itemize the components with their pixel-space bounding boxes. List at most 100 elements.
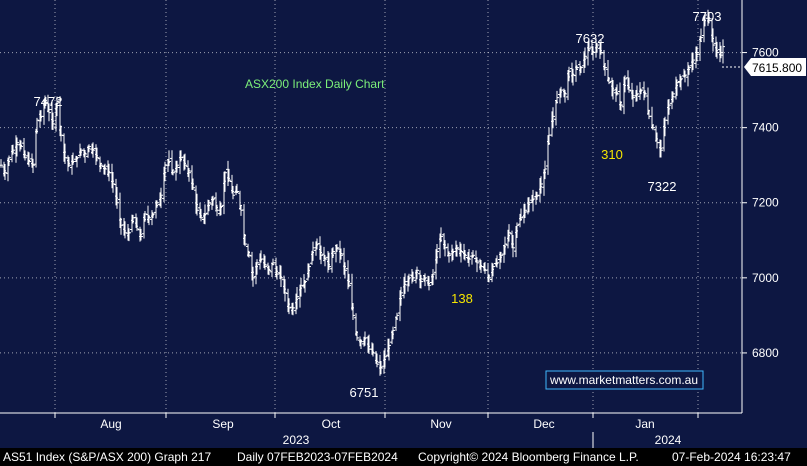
ohlc-bar: [307, 263, 311, 278]
ohlc-bar: [595, 42, 599, 53]
ohlc-bar: [31, 158, 35, 173]
ohlc-bar: [551, 107, 555, 129]
ohlc-bar: [639, 88, 643, 95]
ohlc-bar: [171, 169, 175, 176]
footer-range: Daily 07FEB2023-07FEB2024: [237, 450, 398, 464]
ohlc-bar: [531, 189, 535, 212]
ohlc-bar: [503, 236, 507, 255]
ohlc-bar: [419, 274, 423, 289]
ohlc-bar: [703, 12, 707, 27]
ohlc-bar: [627, 77, 631, 93]
ohlc-bar: [383, 347, 387, 368]
ohlc-bar: [439, 227, 443, 243]
footer-copyright: Copyright© 2024 Bloomberg Finance L.P.: [418, 450, 639, 464]
ohlc-bar: [455, 244, 459, 257]
ohlc-bar: [255, 259, 259, 275]
ohlc-bar: [67, 156, 71, 167]
annotations: ASX200 Index Daily Chart 7472 6751 138 7632 3…: [34, 9, 806, 400]
watermark-text: www.marketmatters.com.au: [549, 373, 698, 387]
footer-timestamp: 07-Feb-2024 16:23:47: [672, 450, 791, 464]
ohlc-bar: [83, 149, 87, 163]
ohlc-bar: [75, 156, 79, 168]
ohlc-bar: [431, 269, 435, 285]
ohlc-bar: [339, 248, 343, 260]
y-tick-label: 7400: [752, 121, 779, 135]
move-annotation: 310: [601, 147, 623, 162]
ohlc-bar: [619, 101, 623, 111]
ohlc-bar: [147, 214, 151, 226]
ohlc-bar: [203, 204, 207, 225]
ohlc-bar: [235, 183, 239, 194]
ohlc-bar: [279, 265, 283, 288]
ohlc-bar: [579, 65, 583, 74]
ohlc-bar: [691, 52, 695, 71]
ohlc-bar: [55, 96, 59, 117]
ohlc-bar: [139, 228, 143, 241]
ohlc-bar: [495, 255, 499, 268]
ohlc-bar: [223, 171, 227, 192]
ohlc-bar: [427, 276, 431, 291]
move-annotation: 138: [451, 291, 473, 306]
ohlc-bar: [391, 326, 395, 340]
ohlc-bar: [15, 137, 19, 157]
ohlc-bar: [34, 128, 38, 168]
ohlc-bar: [351, 302, 355, 321]
year-label: 2023: [283, 433, 310, 447]
ohlc-bar: [511, 234, 515, 258]
month-label: Nov: [430, 417, 451, 431]
ohlc-bar: [459, 243, 463, 263]
ohlc-bar: [679, 75, 683, 91]
year-label: 2024: [655, 433, 682, 447]
ohlc-bar: [187, 167, 191, 182]
ohlc-bar: [475, 257, 479, 273]
ohlc-bar: [695, 46, 699, 62]
ohlc-bar: [631, 89, 635, 107]
ohlc-bar: [227, 168, 231, 182]
ohlc-bar: [587, 38, 591, 52]
ohlc-bar: [27, 152, 31, 167]
ohlc-bar: [539, 176, 543, 194]
ohlc-bar: [583, 47, 587, 68]
ohlc-bar: [399, 286, 403, 306]
ohlc-bar: [3, 163, 7, 181]
ohlc-bar: [299, 277, 303, 297]
ohlc-bar: [611, 80, 615, 100]
ohlc-bar: [87, 144, 91, 153]
ohlc-bar: [211, 195, 215, 206]
last-price-tag: 7615.800: [744, 58, 806, 76]
ohlc-bar: [95, 147, 99, 162]
y-tick-label: 7000: [752, 271, 779, 285]
ohlc-bar: [651, 124, 655, 131]
ohlc-bar: [303, 279, 307, 293]
month-label: Aug: [100, 417, 121, 431]
ohlc-bar: [554, 100, 558, 126]
last-price-box: [744, 58, 806, 76]
price-annotation: 6751: [350, 385, 379, 400]
month-label: Dec: [533, 417, 554, 431]
ohlc-bar: [335, 244, 339, 252]
ohlc-bar: [199, 208, 203, 222]
ohlc-bar: [615, 84, 619, 96]
ohlc-bar: [567, 66, 571, 82]
ohlc-bar: [523, 203, 527, 218]
ohlc-bar: [675, 79, 679, 96]
ohlc-bar: [263, 255, 267, 270]
ohlc-bar: [423, 273, 427, 287]
ohlc-bar: [51, 112, 55, 130]
ohlc-bar: [327, 252, 331, 270]
ohlc-bar: [555, 90, 559, 104]
ohlc-bar: [491, 263, 495, 277]
ohlc-bar: [387, 338, 391, 361]
ohlc-bar: [343, 262, 347, 279]
ohlc-bar: [243, 233, 247, 247]
ohlc-bar: [311, 241, 315, 261]
ohlc-bar: [323, 254, 327, 267]
ohlc-bar: [115, 187, 119, 209]
ohlc-bar: [543, 160, 547, 180]
ohlc-bar: [71, 152, 75, 165]
ohlc-bar: [179, 150, 183, 162]
ohlc-bar: [167, 150, 171, 167]
ohlc-bar: [35, 117, 39, 134]
ohlc-bar: [283, 279, 287, 302]
